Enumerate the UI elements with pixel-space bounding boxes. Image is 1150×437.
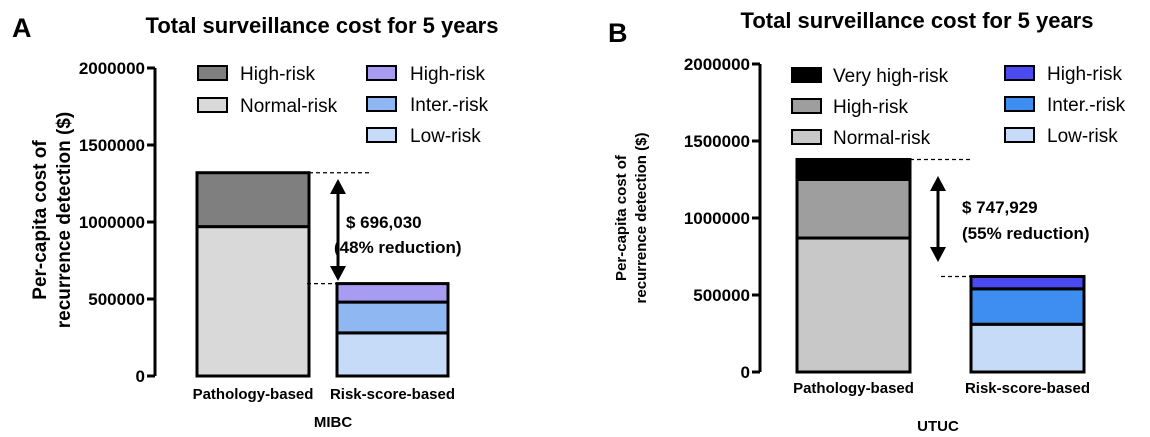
legend-swatch: [791, 129, 822, 145]
legend-label: Normal-risk: [240, 96, 338, 117]
legend-swatch: [1004, 65, 1035, 81]
bar-segment: [969, 287, 1086, 326]
legend-label: Inter.-risk: [1047, 95, 1126, 116]
category-label: Pathology-based: [193, 386, 314, 403]
legend-label: Low-risk: [1047, 126, 1118, 147]
legend-swatch: [366, 65, 397, 81]
y-tick-label: 0: [136, 367, 145, 386]
legend-swatch: [366, 96, 397, 112]
bar-segment: [795, 236, 912, 374]
chart-title: Total surveillance cost for 5 years: [741, 8, 1094, 33]
legend-swatch: [1004, 127, 1035, 143]
bar-segment: [335, 282, 450, 304]
legend-swatch: [1004, 96, 1035, 112]
y-axis-label-line2: recurrence detection ($): [633, 133, 650, 304]
legend-label: Inter.-risk: [410, 95, 489, 116]
bar-segment: [335, 331, 450, 378]
arrow-head-down: [330, 266, 346, 281]
y-tick-label: 1500000: [79, 136, 145, 155]
legend-swatch: [197, 97, 228, 113]
x-axis-label: MIBC: [314, 414, 352, 431]
arrow-head-up: [930, 176, 946, 191]
reduction-percent: (48% reduction): [334, 238, 462, 257]
legend-swatch: [791, 67, 822, 83]
legend-label: Normal-risk: [833, 128, 931, 149]
reduction-amount: $ 696,030: [346, 213, 422, 232]
y-tick-label: 0: [741, 363, 750, 382]
y-tick-label: 1000000: [684, 209, 750, 228]
legend-swatch: [791, 98, 822, 114]
y-tick-label: 2000000: [79, 59, 145, 78]
panel-b: B Total surveillance cost for 5 years Pe…: [608, 8, 1126, 435]
legend-swatch: [366, 127, 397, 143]
legend-label: High-risk: [410, 64, 485, 85]
bar-segment: [335, 300, 450, 335]
y-tick-label: 500000: [88, 290, 145, 309]
arrow-head-up: [330, 179, 346, 194]
y-axis-label-line1: Per-capita cost of: [613, 154, 630, 281]
panel-a: A Total surveillance cost for 5 years Pe…: [12, 13, 498, 431]
bar-segment: [969, 322, 1086, 374]
panel-letter: A: [12, 13, 32, 43]
y-axis-label-line2: recurrence detection ($): [54, 112, 75, 328]
chart-title: Total surveillance cost for 5 years: [146, 13, 499, 38]
legend-label: High-risk: [833, 97, 908, 118]
legend-swatch: [197, 65, 228, 81]
arrow-head-down: [930, 247, 946, 262]
y-axis-label-line1: Per-capita cost of: [30, 140, 51, 300]
y-tick-label: 2000000: [684, 55, 750, 74]
category-label: Pathology-based: [793, 380, 914, 397]
legend-label: Low-risk: [410, 126, 481, 147]
legend-label: High-risk: [240, 64, 315, 85]
bar-segment: [195, 225, 311, 378]
legend-label: High-risk: [1047, 64, 1122, 85]
y-tick-label: 1000000: [79, 213, 145, 232]
panel-letter: B: [608, 18, 628, 48]
bar-segment: [195, 171, 311, 229]
x-axis-label: UTUC: [917, 418, 959, 435]
category-label: Risk-score-based: [965, 380, 1090, 397]
y-tick-label: 500000: [693, 286, 750, 305]
bar-segment: [795, 157, 912, 181]
legend-label: Very high-risk: [833, 66, 949, 87]
y-tick-label: 1500000: [684, 132, 750, 151]
reduction-amount: $ 747,929: [962, 198, 1038, 217]
bar-segment: [795, 178, 912, 240]
bar-segment: [969, 275, 1086, 291]
reduction-percent: (55% reduction): [962, 224, 1090, 243]
category-label: Risk-score-based: [330, 386, 455, 403]
